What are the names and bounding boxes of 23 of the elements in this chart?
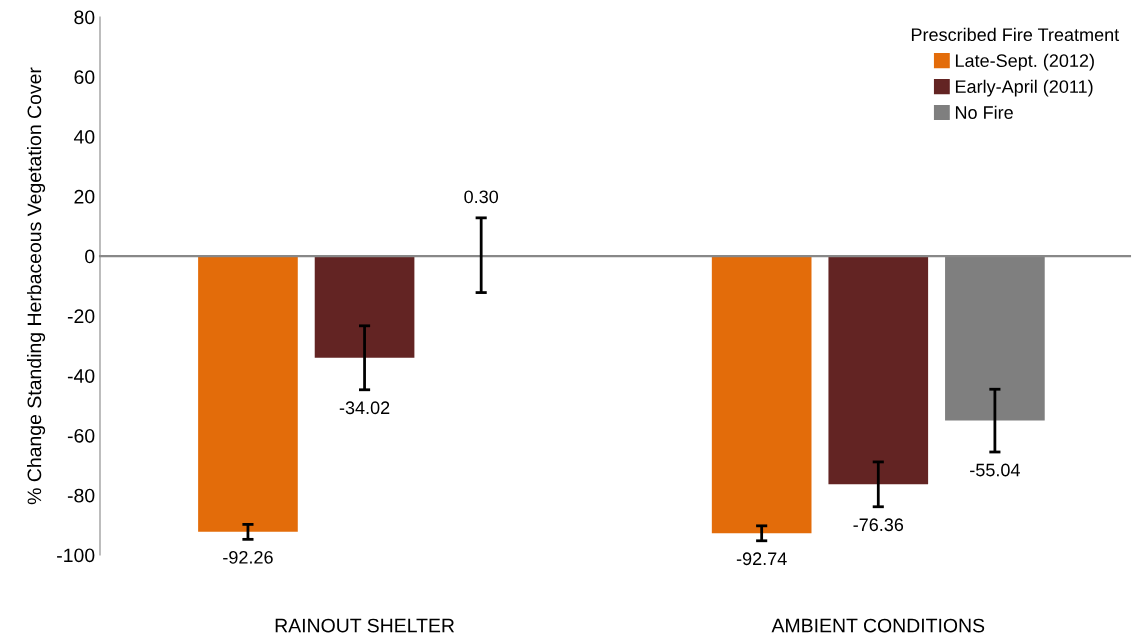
y-tick-label: -80 (67, 488, 95, 503)
data-label: -55.04 (970, 463, 1020, 477)
y-tick-label: 20 (74, 189, 95, 204)
legend-label: Early-April (2011) (955, 79, 1093, 97)
y-axis-title: % Change Standing Herbaceous Vegetation Cover (26, 67, 46, 505)
y-tick-label: -100 (57, 548, 95, 563)
y-tick-label: 60 (74, 70, 95, 85)
y-tick-label: -60 (67, 428, 95, 443)
data-label: -92.74 (736, 552, 787, 566)
x-tick-label: AMBIENT CONDITIONS (771, 618, 985, 633)
legend-title: Prescribed Fire Treatment (911, 27, 1120, 42)
x-tick-label: RAINOUT SHELTER (275, 618, 455, 633)
legend-label: No Fire (955, 105, 1013, 119)
legend-label: Late-Sept. (2012) (955, 53, 1094, 71)
data-label: -34.02 (339, 401, 390, 415)
y-tick-label: 0 (85, 249, 95, 264)
y-tick-label: 40 (73, 130, 95, 144)
y-tick-label: -40 (67, 369, 95, 383)
data-label: -76.36 (853, 518, 904, 532)
y-tick-label: -20 (67, 309, 95, 324)
data-label: -92.26 (223, 550, 273, 564)
data-label: 0.30 (464, 190, 499, 204)
y-tick-label: 80 (74, 10, 95, 25)
